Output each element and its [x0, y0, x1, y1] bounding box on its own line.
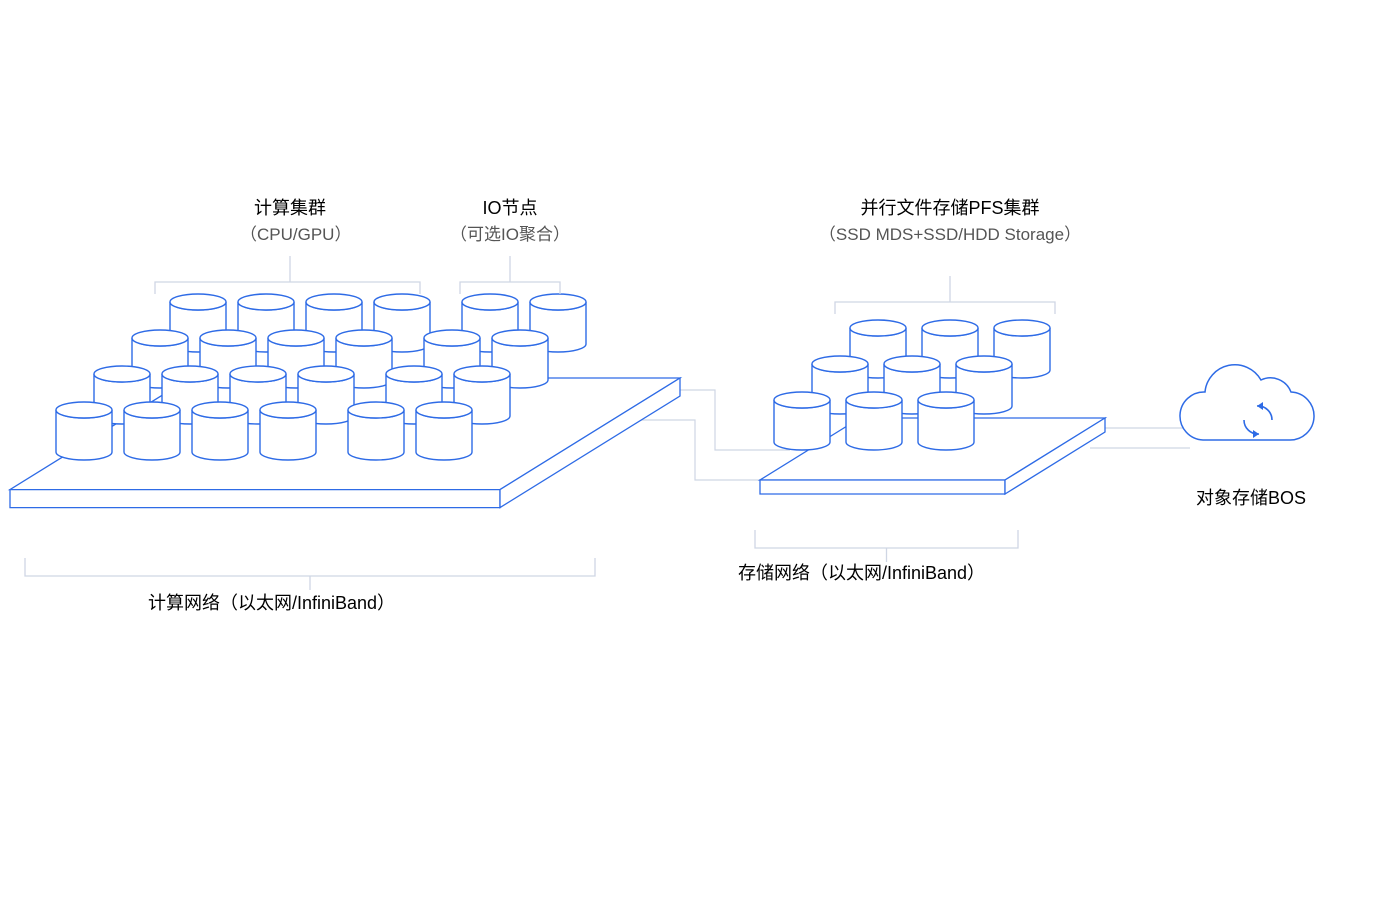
compute-cyl-r3-c3-top: [260, 402, 316, 418]
bracket-compute: [155, 282, 420, 294]
bracket-pfs: [835, 302, 1055, 314]
io-cyl-r3-c1-top: [416, 402, 472, 418]
pfs-cyl-r1-c0-top: [812, 356, 868, 372]
pfs-cyl-r1-c2-top: [956, 356, 1012, 372]
pfs-cyl-r2-c0-top: [774, 392, 830, 408]
compute-cyl-r3-c0-top: [56, 402, 112, 418]
pfs-cyl-r2-c2-top: [918, 392, 974, 408]
diagram-svg: [0, 0, 1380, 900]
compute-cyl-r1-c0-top: [132, 330, 188, 346]
compute-cyl-r1-c1-top: [200, 330, 256, 346]
compute-cyl-r3-c2-top: [192, 402, 248, 418]
compute-cyl-r1-c3-top: [336, 330, 392, 346]
platform-right-front: [760, 480, 1005, 494]
pfs-cyl-r2-c1-top: [846, 392, 902, 408]
platform-left-front: [10, 490, 500, 508]
io-cyl-r0-c0-top: [462, 294, 518, 310]
bracket-io: [460, 282, 560, 294]
pfs-cyl-r1-c1-top: [884, 356, 940, 372]
io-cyl-r0-c1-top: [530, 294, 586, 310]
compute-cyl-r0-c0-top: [170, 294, 226, 310]
compute-cyl-r3-c1-top: [124, 402, 180, 418]
compute-cyl-r0-c1-top: [238, 294, 294, 310]
compute-cyl-r2-c3-top: [298, 366, 354, 382]
compute-cyl-r0-c2-top: [306, 294, 362, 310]
compute-cyl-r2-c1-top: [162, 366, 218, 382]
pfs-cyl-r0-c2-top: [994, 320, 1050, 336]
diagram-root: 计算集群 （CPU/GPU） IO节点 （可选IO聚合） 并行文件存储PFS集群…: [0, 0, 1380, 900]
pfs-cyl-r0-c0-top: [850, 320, 906, 336]
compute-cyl-r0-c3-top: [374, 294, 430, 310]
compute-cyl-r2-c0-top: [94, 366, 150, 382]
io-cyl-r2-c1-top: [454, 366, 510, 382]
io-cyl-r2-c0-top: [386, 366, 442, 382]
io-cyl-r1-c0-top: [424, 330, 480, 346]
pfs-cyl-r0-c1-top: [922, 320, 978, 336]
io-cyl-r3-c0-top: [348, 402, 404, 418]
compute-cyl-r2-c2-top: [230, 366, 286, 382]
bracket-bottom-right: [755, 530, 1018, 548]
io-cyl-r1-c1-top: [492, 330, 548, 346]
compute-cyl-r1-c2-top: [268, 330, 324, 346]
bracket-bottom-left: [25, 558, 595, 576]
